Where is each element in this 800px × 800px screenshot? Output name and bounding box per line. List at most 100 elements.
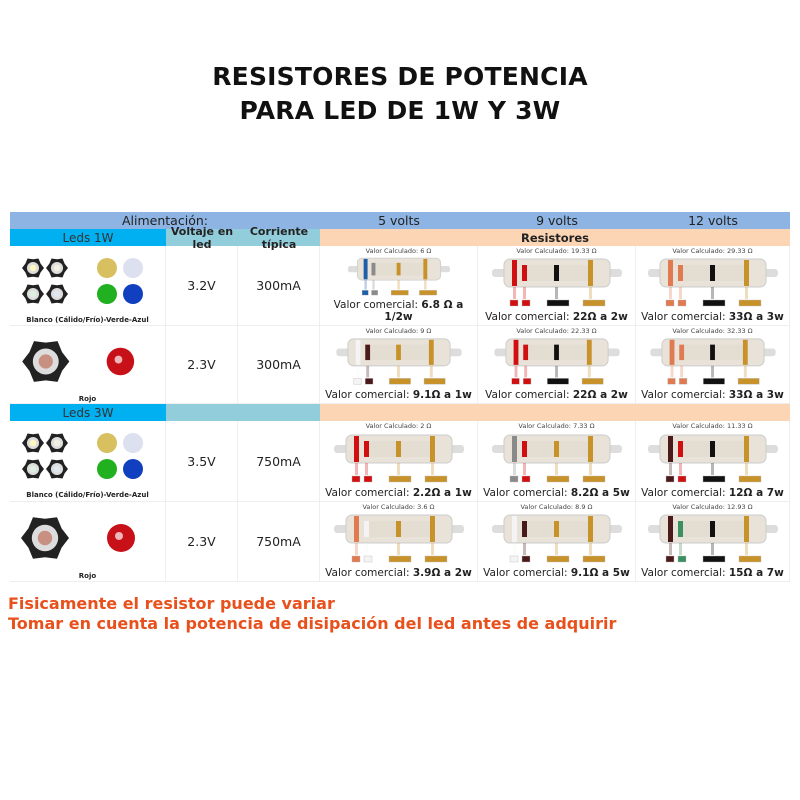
resistor-band (355, 339, 360, 365)
resistor-band (553, 265, 559, 281)
led-cell: Rojo (10, 502, 166, 582)
resistor-band (587, 435, 593, 462)
resistor-band (429, 435, 435, 462)
led-cell: Rojo (10, 326, 166, 404)
header-3w-resistores-spacer (320, 404, 790, 421)
resistor-cell: Valor Calculado: 12.93 Ω Valor comercial:… (636, 502, 790, 582)
corriente-value: 300mA (238, 246, 320, 326)
resistor-band (743, 260, 749, 286)
calculated-value: Valor Calculado: 22.33 Ω (516, 327, 597, 335)
header-leds-1w: Leds 1W (10, 229, 166, 246)
led-name: Rojo (78, 395, 97, 403)
resistor-band (521, 265, 527, 281)
band-label (424, 555, 447, 563)
resistor-band (587, 516, 593, 542)
calculated-value: Valor Calculado: 9 Ω (365, 327, 432, 335)
commercial-value: Valor comercial: 22Ω a 2w (485, 389, 628, 401)
resistor-icon (333, 434, 464, 482)
commercial-value: Valor comercial: 2.2Ω a 1w (325, 487, 472, 499)
resistor-band (709, 344, 715, 361)
resistor-band (429, 516, 435, 542)
resistor-band (363, 440, 369, 457)
band-label (702, 555, 725, 563)
header-corriente: Corriente típica (238, 225, 320, 251)
header-voltaje: Voltaje en led (166, 225, 238, 251)
commercial-value: Valor comercial: 3.9Ω a 2w (325, 567, 472, 579)
calculated-value: Valor Calculado: 7.33 Ω (518, 422, 595, 430)
band-label (665, 299, 674, 307)
led-image (21, 433, 143, 479)
resistor-band (667, 435, 673, 462)
resistor-band (428, 339, 434, 365)
resistor-icon (491, 434, 622, 482)
corriente-value: 750mA (238, 502, 320, 582)
led-name: Blanco (Cálido/Frío)-Verde-Azul (26, 491, 149, 499)
band-label (509, 299, 518, 307)
resistor-band (667, 516, 673, 542)
resistor-icon (347, 257, 450, 296)
resistor-band (553, 440, 559, 457)
resistor-band (709, 521, 715, 537)
band-label (388, 378, 411, 385)
band-label (738, 299, 761, 307)
resistor-cell: Valor Calculado: 19.33 Ω Valor comercial:… (478, 246, 636, 326)
resistor-icon (491, 514, 622, 563)
title-line-2: PARA LED DE 1W Y 3W (239, 96, 561, 125)
resistor-cell: Valor Calculado: 9 Ω Valor comercial: 9.1… (320, 326, 478, 404)
resistor-cell: Valor Calculado: 11.33 Ω Valor comercial:… (636, 421, 790, 502)
footer-note-2: Tomar en cuenta la potencia de disipació… (8, 614, 617, 633)
resistor-band (396, 262, 401, 276)
resistor-icon (333, 514, 464, 563)
band-label (521, 299, 530, 307)
resistor-cell: Valor Calculado: 6 Ω Valor comercial: 6.8… (320, 246, 478, 326)
band-label (388, 555, 411, 563)
resistor-cell: Valor Calculado: 7.33 Ω Valor comercial: … (478, 421, 636, 502)
header-alimentacion: Alimentación: (10, 212, 320, 229)
band-label (351, 555, 360, 563)
band-label (521, 475, 530, 482)
resistor-band (522, 344, 528, 361)
resistor-band (521, 521, 527, 537)
commercial-value: Valor comercial: 33Ω a 3w (641, 311, 784, 323)
resistor-band (511, 260, 517, 286)
calculated-value: Valor Calculado: 8.9 Ω (520, 503, 593, 511)
led-cell: Blanco (Cálido/Frío)-Verde-Azul (10, 246, 166, 326)
resistor-band (743, 435, 749, 462)
resistor-band (395, 440, 401, 457)
calculated-value: Valor Calculado: 12.93 Ω (672, 503, 753, 511)
commercial-value: Valor comercial: 6.8 Ω a 1/2w (333, 299, 464, 323)
calculated-value: Valor Calculado: 29.33 Ω (672, 247, 753, 255)
band-label (666, 378, 676, 385)
band-label (665, 555, 674, 563)
resistor-band (677, 440, 683, 457)
commercial-value: Valor comercial: 9.1Ω a 1w (325, 389, 472, 401)
band-label (582, 299, 605, 307)
band-label (581, 378, 603, 385)
band-label (546, 555, 569, 563)
header-resistores: Resistores (320, 229, 790, 246)
resistor-band (521, 440, 527, 457)
resistor-cell: Valor Calculado: 22.33 Ω Valor comercial:… (478, 326, 636, 404)
resistor-band (363, 258, 368, 280)
resistor-cell: Valor Calculado: 29.33 Ω Valor comercial:… (636, 246, 790, 326)
resistor-band (677, 521, 683, 537)
band-label (364, 378, 373, 385)
resistor-band (587, 260, 593, 286)
band-label (665, 475, 674, 482)
band-label (677, 299, 686, 307)
commercial-value: Valor comercial: 15Ω a 7w (641, 567, 784, 579)
calculated-value: Valor Calculado: 19.33 Ω (516, 247, 597, 255)
band-label (390, 290, 409, 296)
resistor-band (709, 440, 715, 457)
commercial-value: Valor comercial: 22Ω a 2w (485, 311, 628, 323)
commercial-value: Valor comercial: 33Ω a 3w (641, 389, 784, 401)
led-image (20, 517, 135, 559)
resistor-band (742, 339, 748, 365)
band-label (738, 555, 761, 563)
calculated-value: Valor Calculado: 3.6 Ω (362, 503, 435, 511)
band-label (702, 475, 725, 482)
header-volts-1: 9 volts (478, 212, 636, 229)
resistor-cell: Valor Calculado: 3.6 Ω Valor comercial: 3… (320, 502, 478, 582)
title-line-1: RESISTORES DE POTENCIA (212, 62, 588, 91)
calculated-value: Valor Calculado: 6 Ω (365, 247, 432, 255)
